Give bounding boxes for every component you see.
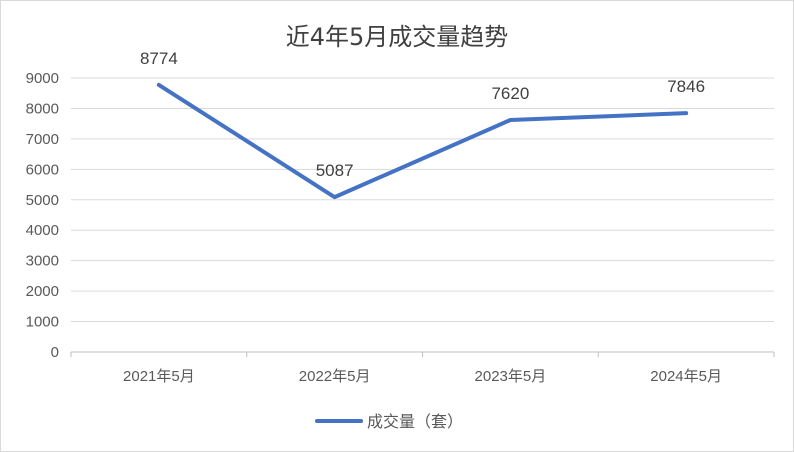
chart-title: 近4年5月成交量趋势 bbox=[285, 23, 509, 51]
data-label: 8774 bbox=[140, 49, 178, 68]
y-tick-label: 3000 bbox=[26, 253, 59, 270]
data-label: 7846 bbox=[667, 77, 705, 96]
x-tick-label: 2024年5月 bbox=[650, 368, 722, 385]
y-tick-label: 0 bbox=[51, 344, 59, 361]
y-tick-label: 4000 bbox=[26, 222, 59, 239]
x-tick-label: 2022年5月 bbox=[299, 368, 371, 385]
data-label: 7620 bbox=[491, 84, 529, 103]
y-tick-label: 7000 bbox=[26, 131, 59, 148]
legend-label: 成交量（套） bbox=[367, 413, 463, 431]
y-tick-label: 2000 bbox=[26, 283, 59, 300]
x-tick-label: 2021年5月 bbox=[123, 368, 195, 385]
series-line bbox=[156, 82, 689, 200]
x-tick-label: 2023年5月 bbox=[475, 368, 547, 385]
y-tick-label: 5000 bbox=[26, 192, 59, 209]
y-tick-label: 9000 bbox=[26, 70, 59, 87]
y-tick-label: 6000 bbox=[26, 161, 59, 178]
y-tick-label: 1000 bbox=[26, 314, 59, 331]
data-label: 5087 bbox=[316, 161, 354, 180]
y-tick-label: 8000 bbox=[26, 100, 59, 117]
